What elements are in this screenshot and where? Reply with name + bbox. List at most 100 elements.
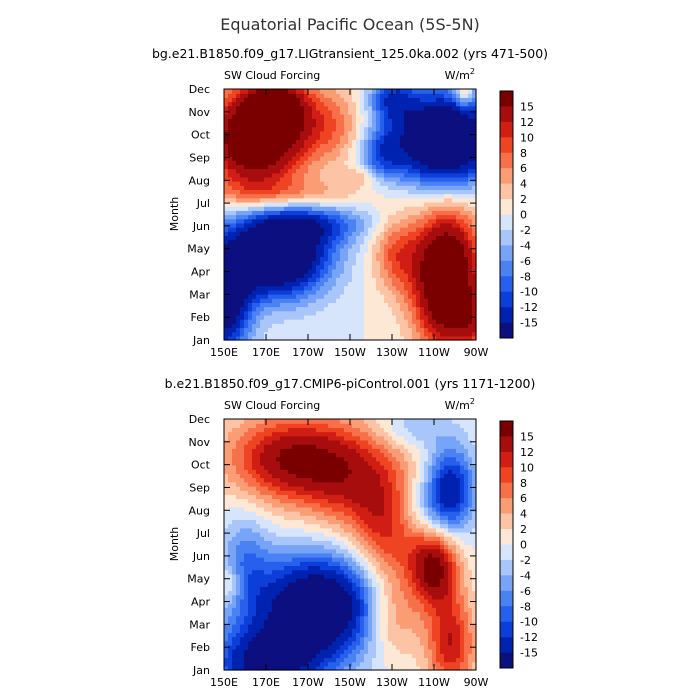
heatmap-cell: [444, 661, 449, 667]
heatmap-cell: [324, 306, 329, 312]
heatmap-cell: [344, 611, 349, 617]
heatmap-cell: [260, 273, 265, 278]
heatmap-cell: [388, 243, 393, 249]
heatmap-cell: [300, 197, 305, 203]
heatmap-cell: [284, 160, 289, 165]
heatmap-cell: [424, 598, 429, 604]
heatmap-cell: [348, 636, 353, 642]
heatmap-cell: [240, 653, 245, 659]
heatmap-cell: [296, 155, 301, 161]
heatmap-cell: [456, 598, 461, 604]
heatmap-cell: [228, 197, 233, 203]
heatmap-cell: [252, 277, 257, 283]
heatmap-cell: [248, 168, 253, 174]
heatmap-cell: [244, 247, 249, 253]
heatmap-cell: [444, 239, 449, 245]
heatmap-cell: [436, 93, 441, 98]
heatmap-cell: [336, 227, 341, 232]
heatmap-cell: [464, 247, 469, 253]
heatmap-cell: [296, 306, 301, 312]
heatmap-cell: [384, 227, 389, 232]
heatmap-cell: [304, 126, 309, 132]
heatmap-cell: [356, 611, 361, 617]
heatmap-cell: [332, 632, 337, 638]
heatmap-cell: [232, 93, 237, 98]
heatmap-cell: [316, 151, 321, 157]
heatmap-cell: [276, 293, 281, 299]
heatmap-cell: [400, 206, 405, 211]
colorbar-label: 6: [520, 162, 527, 175]
heatmap-cell: [356, 130, 361, 136]
heatmap-cell: [436, 603, 441, 608]
heatmap-cell: [288, 118, 293, 124]
heatmap-cell: [284, 164, 289, 170]
heatmap-cell: [300, 105, 305, 111]
heatmap-cell: [460, 147, 465, 153]
heatmap-cell: [424, 615, 429, 621]
heatmap-cell: [332, 126, 337, 132]
heatmap-cell: [304, 235, 309, 241]
heatmap-cell: [324, 89, 329, 94]
heatmap-cell: [432, 319, 437, 324]
heatmap-cell: [428, 319, 433, 324]
heatmap-cell: [272, 201, 277, 207]
heatmap-cell: [236, 331, 241, 337]
heatmap-cell: [232, 168, 237, 174]
heatmap-cell: [336, 201, 341, 207]
heatmap-cell: [244, 231, 249, 237]
heatmap-cell: [320, 222, 325, 228]
heatmap-cell: [280, 607, 285, 613]
heatmap-cell: [444, 105, 449, 111]
heatmap-cell: [324, 185, 329, 190]
heatmap-cell: [444, 623, 449, 629]
heatmap-cell: [328, 214, 333, 220]
heatmap-cell: [284, 139, 289, 144]
heatmap-cell: [400, 603, 405, 608]
heatmap-cell: [348, 214, 353, 220]
heatmap-cell: [412, 143, 417, 149]
heatmap-cell: [328, 164, 333, 170]
heatmap-cell: [352, 101, 357, 107]
heatmap-cell: [312, 147, 317, 153]
heatmap-cell: [468, 607, 473, 613]
heatmap-cell: [248, 331, 253, 337]
heatmap-cell: [312, 319, 317, 324]
heatmap-cell: [388, 247, 393, 253]
heatmap-cell: [424, 109, 429, 115]
heatmap-cell: [300, 281, 305, 287]
heatmap-cell: [464, 109, 469, 115]
heatmap-cell: [412, 151, 417, 157]
heatmap-cell: [364, 260, 369, 266]
heatmap-cell: [380, 151, 385, 157]
heatmap-cell: [408, 268, 413, 274]
heatmap-cell: [384, 323, 389, 329]
heatmap-cell: [456, 93, 461, 98]
heatmap-cell: [352, 628, 357, 633]
heatmap-cell: [240, 101, 245, 107]
heatmap-cell: [304, 649, 309, 654]
heatmap-cell: [448, 260, 453, 266]
heatmap-cell: [356, 327, 361, 333]
heatmap-cell: [348, 277, 353, 283]
heatmap-cell: [364, 640, 369, 646]
heatmap-cell: [392, 189, 397, 195]
heatmap-cell: [228, 214, 233, 220]
heatmap-cell: [280, 214, 285, 220]
heatmap-cell: [316, 126, 321, 132]
heatmap-cell: [328, 657, 333, 663]
heatmap-cell: [280, 231, 285, 237]
heatmap-cell: [292, 252, 297, 257]
heatmap-cell: [460, 89, 465, 94]
heatmap-cell: [224, 335, 229, 341]
heatmap-cell: [328, 281, 333, 287]
heatmap-cell: [372, 189, 377, 195]
heatmap-cell: [380, 126, 385, 132]
heatmap-cell: [236, 109, 241, 115]
heatmap-cell: [380, 598, 385, 604]
heatmap-cell: [324, 114, 329, 119]
heatmap-cell: [252, 657, 257, 663]
heatmap-cell: [384, 615, 389, 621]
heatmap-cell: [340, 331, 345, 337]
heatmap-cell: [452, 197, 457, 203]
heatmap-cell: [272, 335, 277, 341]
